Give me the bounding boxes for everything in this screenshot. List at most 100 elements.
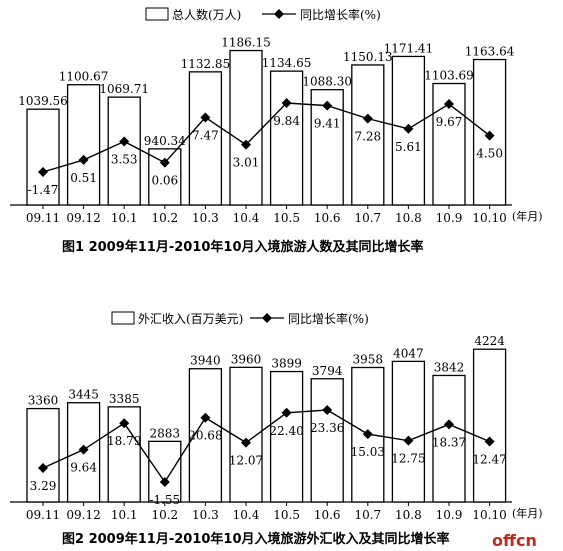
growth-rate-point-c1-10 bbox=[444, 99, 454, 110]
x-tick-label-c2-8: 10.7 bbox=[354, 508, 381, 522]
growth-rate-label-c1-0: -1.47 bbox=[28, 183, 59, 197]
growth-rate-label-c1-6: 9.84 bbox=[273, 114, 300, 128]
growth-rate-label-c2-11: 12.47 bbox=[472, 452, 506, 466]
bar-value-label-c1-9: 1171.41 bbox=[384, 41, 434, 55]
legend-bar-label-2: 外汇收入(百万美元) bbox=[138, 312, 243, 326]
x-tick-label-c2-5: 10.4 bbox=[233, 508, 260, 522]
bar-c2-10 bbox=[432, 374, 466, 503]
bar-value-label-c1-5: 1186.15 bbox=[221, 36, 271, 50]
x-tick-label-c1-10: 10.9 bbox=[436, 211, 463, 225]
x-tick-label-c1-7: 10.6 bbox=[314, 211, 341, 225]
legend-bar-swatch-1 bbox=[145, 7, 169, 21]
x-tick-label-c2-10: 10.9 bbox=[436, 508, 463, 522]
x-tick-label-c2-3: 10.2 bbox=[151, 508, 178, 522]
bar-value-label-c1-11: 1163.64 bbox=[465, 45, 515, 59]
growth-rate-label-c2-3: -1.55 bbox=[149, 493, 180, 507]
growth-rate-label-c2-6: 22.40 bbox=[269, 424, 303, 438]
x-tick-label-c1-2: 10.1 bbox=[111, 211, 138, 225]
growth-rate-label-c1-4: 7.47 bbox=[192, 128, 219, 142]
legend-line-label-1: 同比增长率(%) bbox=[300, 7, 381, 22]
bar-value-label-c2-8: 3958 bbox=[353, 352, 384, 366]
bar-value-label-c1-0: 1039.56 bbox=[18, 94, 68, 108]
bar-value-label-c2-1: 3445 bbox=[68, 388, 99, 402]
growth-rate-point-c1-0 bbox=[38, 167, 48, 177]
bar-value-label-c2-4: 3940 bbox=[190, 354, 221, 368]
chart-2: 外汇收入(百万美元) 同比增长率(%) 3360 09.11 3445 09.12 33… bbox=[10, 311, 543, 547]
x-tick-label-c2-2: 10.1 bbox=[111, 508, 138, 522]
bar-value-label-c2-7: 3794 bbox=[312, 364, 343, 378]
bar-value-label-c1-1: 1100.67 bbox=[59, 70, 109, 84]
growth-rate-label-c1-8: 7.28 bbox=[354, 130, 381, 144]
bar-c1-5 bbox=[229, 49, 263, 206]
x-tick-label-c2-6: 10.5 bbox=[273, 508, 300, 522]
growth-rate-label-c2-5: 12.07 bbox=[229, 454, 263, 468]
chart-title-1: 图1 2009年11月-2010年10月入境旅游人数及其同比增长率 bbox=[62, 239, 424, 255]
growth-rate-point-c2-1 bbox=[78, 444, 89, 455]
x-tick-label-c2-11: 10.10 bbox=[472, 508, 506, 522]
growth-rate-point-c1-2 bbox=[119, 136, 130, 147]
growth-rate-point-c2-11 bbox=[484, 436, 495, 447]
bar-value-label-c1-8: 1150.13 bbox=[343, 50, 393, 64]
growth-rate-point-c2-10 bbox=[444, 419, 454, 430]
growth-rate-label-c1-5: 3.01 bbox=[233, 156, 260, 170]
growth-rate-line-c2 bbox=[42, 409, 490, 484]
bar-value-label-c2-10: 3842 bbox=[434, 360, 465, 374]
growth-rate-label-c1-7: 9.41 bbox=[314, 117, 341, 131]
growth-rate-label-c2-7: 23.36 bbox=[310, 421, 344, 435]
bar-c1-4 bbox=[188, 71, 223, 206]
bar-c1-2 bbox=[107, 96, 141, 206]
x-tick-label-c1-11: 10.10 bbox=[472, 211, 506, 225]
bar-c2-7 bbox=[310, 378, 344, 503]
x-tick-label-c1-1: 09.12 bbox=[66, 211, 100, 225]
bar-c1-3 bbox=[148, 148, 182, 206]
legend-bar-label-1: 总人数(万人) bbox=[172, 7, 241, 22]
growth-rate-point-c1-11 bbox=[484, 130, 495, 141]
growth-rate-point-c2-4 bbox=[200, 412, 211, 423]
growth-rate-line-c1 bbox=[42, 102, 491, 173]
x-tick-label-c2-4: 10.3 bbox=[192, 508, 219, 522]
x-tick-label-c1-5: 10.4 bbox=[233, 211, 260, 225]
growth-rate-point-c1-8 bbox=[362, 113, 373, 124]
x-tick-label-c2-1: 09.12 bbox=[66, 508, 100, 522]
x-unit-1: (年月) bbox=[512, 209, 543, 223]
bar-c2-11 bbox=[472, 348, 507, 503]
chart-title-2: 图2 2009年11月-2010年10月入境旅游外汇收入及其同比增长率 bbox=[62, 531, 450, 547]
bar-c1-0 bbox=[26, 108, 60, 206]
growth-rate-point-c2-7 bbox=[322, 405, 333, 415]
growth-rate-point-c2-3 bbox=[159, 477, 170, 487]
growth-rate-label-c1-2: 3.53 bbox=[111, 152, 138, 166]
bar-value-label-c1-2: 1069.71 bbox=[99, 82, 149, 96]
x-tick-label-c2-9: 10.8 bbox=[395, 508, 422, 522]
growth-rate-point-c1-9 bbox=[403, 123, 414, 134]
chart-1: 总人数(万人) 同比增长率(%) 1039.56 09.11 1100.67 09.1… bbox=[10, 7, 543, 255]
bar-c2-9 bbox=[391, 360, 426, 503]
x-tick-label-c1-8: 10.7 bbox=[354, 211, 381, 225]
growth-rate-label-c2-9: 12.75 bbox=[391, 452, 425, 466]
growth-rate-label-c2-0: 3.29 bbox=[30, 479, 57, 493]
bar-value-label-c1-3: 940.34 bbox=[144, 134, 186, 148]
growth-rate-label-c2-10: 18.37 bbox=[432, 435, 466, 449]
bar-value-label-c2-2: 3385 bbox=[109, 392, 140, 406]
growth-rate-point-c1-7 bbox=[322, 100, 333, 111]
bar-value-label-c1-7: 1088.30 bbox=[302, 75, 352, 89]
legend-line-marker-2 bbox=[262, 313, 272, 323]
growth-rate-point-c2-5 bbox=[241, 437, 251, 448]
growth-rate-label-c2-2: 18.79 bbox=[107, 434, 141, 448]
growth-rate-point-c1-6 bbox=[281, 98, 292, 108]
bar-value-label-c2-3: 2883 bbox=[150, 426, 181, 440]
growth-rate-label-c2-4: 20.68 bbox=[188, 429, 222, 443]
growth-rate-point-c2-8 bbox=[362, 429, 373, 440]
growth-rate-label-c2-1: 9.64 bbox=[70, 461, 97, 475]
bar-value-label-c2-0: 3360 bbox=[28, 394, 59, 408]
growth-rate-point-c2-0 bbox=[38, 463, 48, 474]
bar-value-label-c2-9: 4047 bbox=[393, 346, 424, 360]
bar-value-label-c1-10: 1103.69 bbox=[424, 69, 474, 83]
legend-bar-swatch-2 bbox=[111, 311, 135, 325]
growth-rate-point-c2-9 bbox=[403, 435, 414, 446]
bar-value-label-c1-6: 1134.65 bbox=[262, 56, 312, 70]
x-tick-label-c2-0: 09.11 bbox=[26, 508, 60, 522]
bar-value-label-c2-5: 3960 bbox=[231, 352, 262, 366]
bar-c1-6 bbox=[269, 70, 304, 206]
growth-rate-label-c1-9: 5.61 bbox=[395, 140, 422, 154]
